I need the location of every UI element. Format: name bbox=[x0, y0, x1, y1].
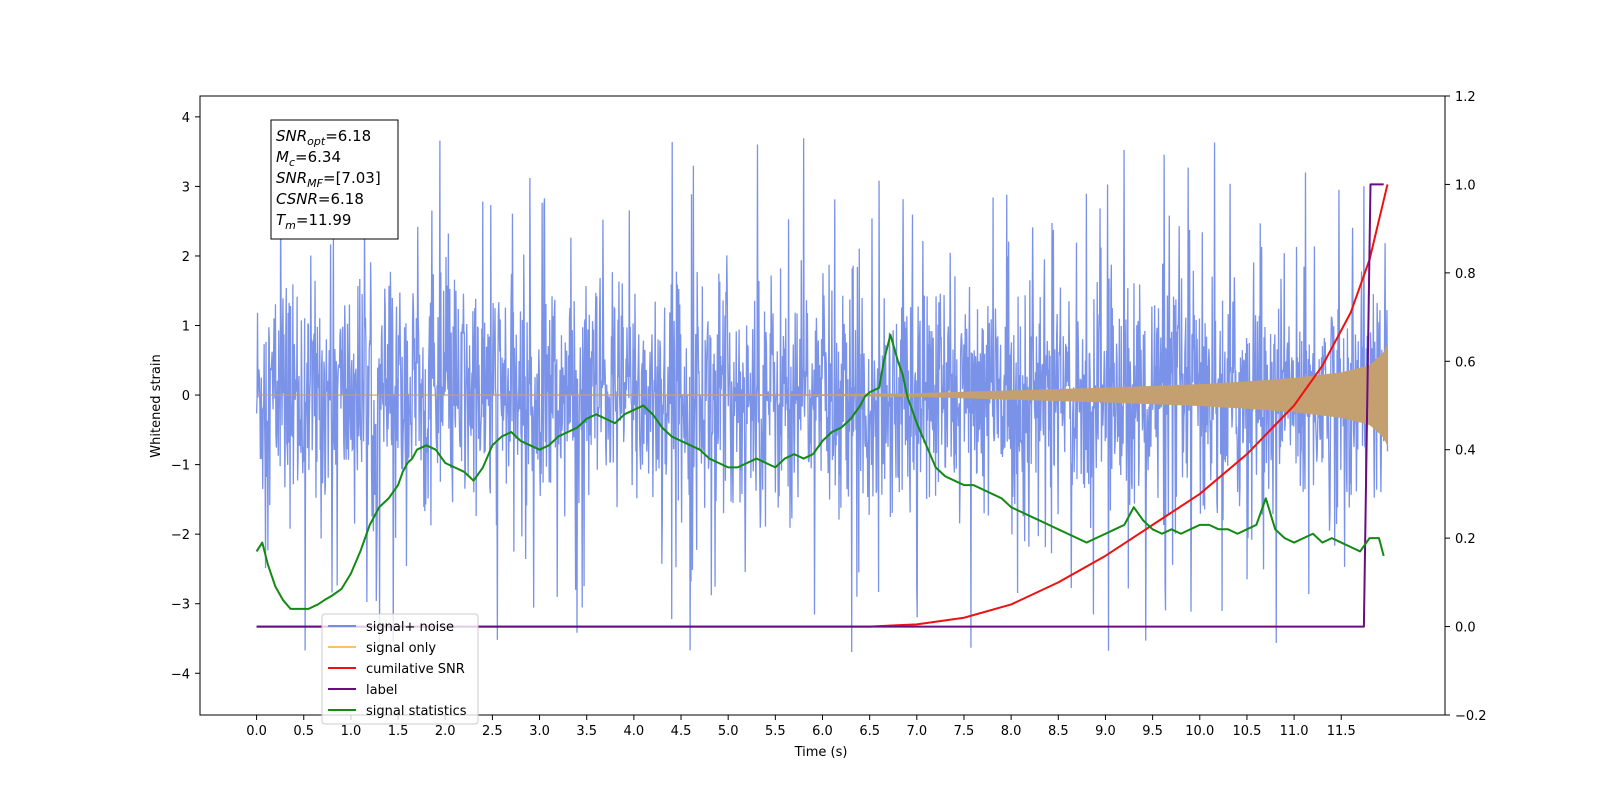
info-box-line: CSNR=6.18 bbox=[276, 190, 364, 208]
line-series-layer bbox=[255, 183, 1389, 628]
x-tick-label: 10.0 bbox=[1185, 724, 1214, 739]
x-tick-label: 2.0 bbox=[435, 724, 456, 739]
x-tick-label: 4.0 bbox=[624, 724, 645, 739]
info-box-line: SNRMF=[7.03] bbox=[276, 169, 381, 190]
y-left-tick-label: 3 bbox=[182, 180, 190, 195]
info-box-value: =6.18 bbox=[318, 190, 364, 208]
series-signal-noise-line bbox=[255, 138, 1389, 653]
x-axis-label: Time (s) bbox=[794, 745, 848, 760]
x-tick-label: 6.5 bbox=[859, 724, 880, 739]
y-left-tick-label: 0 bbox=[182, 389, 190, 404]
info-box-frame bbox=[270, 119, 399, 240]
info-box-value: =[7.03] bbox=[323, 169, 381, 187]
y-right-tick-label: 0.0 bbox=[1455, 621, 1476, 636]
x-tick-label: 8.5 bbox=[1048, 724, 1069, 739]
legend-label: signal+ noise bbox=[366, 620, 454, 635]
y-left-tick-label: −4 bbox=[171, 667, 190, 682]
legend-label: signal only bbox=[366, 641, 436, 656]
y-right-tick-label: 1.0 bbox=[1455, 178, 1476, 193]
series-cumilative-snr-line bbox=[256, 184, 1389, 628]
info-box-value: =6.34 bbox=[295, 148, 341, 166]
y-left-tick-label: −3 bbox=[171, 598, 190, 613]
y-axis-label: Whitened strain bbox=[149, 354, 164, 457]
info-box-symbol: CSNR bbox=[276, 190, 318, 208]
x-axis: 0.0 0.5 1.0 1.5 2.0 2.5 3.0 3.5 4.0 4.5 5.0 5.5 6.0 6… bbox=[246, 715, 1356, 739]
x-tick-label: 0.5 bbox=[293, 724, 314, 739]
x-tick-label: 9.5 bbox=[1142, 724, 1163, 739]
info-box-line: SNRopt=6.18 bbox=[276, 127, 371, 148]
info-box-subscript: opt bbox=[307, 135, 326, 148]
x-tick-label: 3.0 bbox=[529, 724, 550, 739]
y-left-tick-label: 2 bbox=[182, 250, 190, 265]
legend-frame bbox=[321, 613, 479, 725]
legend: signal+ noise signal only cumilative SNR la… bbox=[321, 613, 479, 725]
y-right-tick-label: 0.4 bbox=[1455, 444, 1476, 459]
y-right-tick-label: 0.6 bbox=[1455, 355, 1476, 370]
y-right-tick-label: −0.2 bbox=[1455, 709, 1487, 724]
series-signal-only-band bbox=[256, 344, 1388, 446]
x-tick-label: 1.5 bbox=[388, 724, 409, 739]
x-tick-label: 0.0 bbox=[246, 724, 267, 739]
y-left-tick-label: −2 bbox=[171, 528, 190, 543]
x-tick-label: 1.0 bbox=[341, 724, 362, 739]
info-box-symbol: T bbox=[276, 211, 287, 229]
series-label-line bbox=[256, 183, 1384, 628]
legend-label: signal statistics bbox=[366, 704, 467, 719]
x-tick-label: 7.0 bbox=[906, 724, 927, 739]
info-box: SNRopt=6.18Mc=6.34SNRMF=[7.03]CSNR=6.18T… bbox=[270, 119, 399, 240]
info-box-symbol: SNR bbox=[276, 169, 307, 187]
x-tick-label: 3.5 bbox=[576, 724, 597, 739]
info-box-value: =11.99 bbox=[296, 211, 352, 229]
x-tick-label: 9.0 bbox=[1095, 724, 1116, 739]
series-signal-statistics-line bbox=[255, 333, 1385, 610]
x-tick-label: 4.5 bbox=[671, 724, 692, 739]
x-tick-label: 7.5 bbox=[954, 724, 975, 739]
x-tick-label: 5.5 bbox=[765, 724, 786, 739]
info-box-symbol: SNR bbox=[276, 127, 307, 145]
info-box-line: Tm=11.99 bbox=[276, 211, 351, 232]
y-left-tick-label: −1 bbox=[171, 459, 190, 474]
x-tick-label: 11.0 bbox=[1280, 724, 1309, 739]
x-tick-label: 8.0 bbox=[1001, 724, 1022, 739]
x-tick-label: 6.0 bbox=[812, 724, 833, 739]
info-box-value: =6.18 bbox=[325, 127, 371, 145]
y-right-tick-label: 1.2 bbox=[1455, 90, 1476, 105]
x-tick-label: 2.5 bbox=[482, 724, 503, 739]
info-box-line: Mc=6.34 bbox=[276, 148, 341, 169]
x-tick-label: 10.5 bbox=[1232, 724, 1261, 739]
legend-label: cumilative SNR bbox=[366, 662, 465, 677]
x-tick-label: 5.0 bbox=[718, 724, 739, 739]
y-axis-left: 4 3 2 1 0 −1 −2 −3 −4 bbox=[171, 111, 200, 682]
y-left-tick-label: 4 bbox=[182, 111, 190, 126]
info-box-subscript: m bbox=[285, 219, 296, 232]
x-tick-label: 11.5 bbox=[1327, 724, 1356, 739]
legend-label: label bbox=[366, 683, 397, 698]
info-box-subscript: MF bbox=[307, 177, 323, 190]
y-right-tick-label: 0.8 bbox=[1455, 267, 1476, 282]
info-box-symbol: M bbox=[276, 148, 289, 166]
y-axis-right: 1.2 1.0 0.8 0.6 0.4 0.2 0.0 −0.2 bbox=[1445, 90, 1487, 724]
y-right-tick-label: 0.2 bbox=[1455, 532, 1476, 547]
signal-noise-layer bbox=[255, 138, 1389, 653]
info-box-subscript: c bbox=[289, 156, 295, 169]
signal-only-layer bbox=[256, 344, 1388, 446]
y-left-tick-label: 1 bbox=[182, 320, 190, 335]
